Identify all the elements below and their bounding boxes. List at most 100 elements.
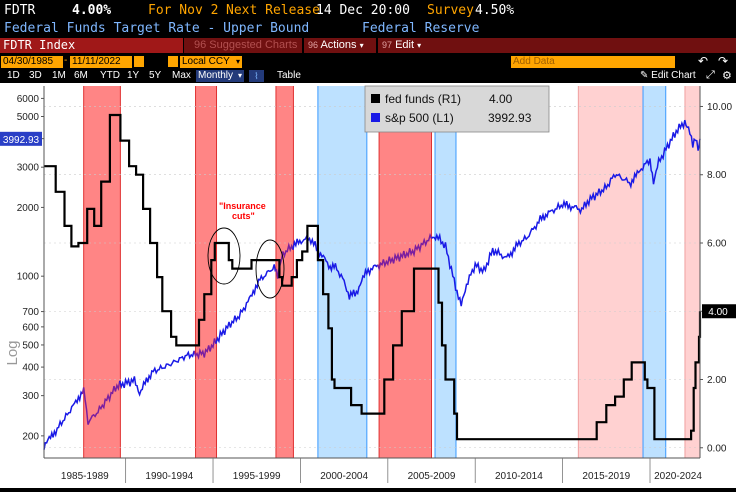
- currency-label: Local CCY: [182, 56, 230, 67]
- ticker: FDTR: [4, 3, 36, 18]
- legend-label: s&p 500 (L1): [385, 111, 454, 125]
- edit-label: Edit: [395, 39, 415, 51]
- x-period-label: 2005-2009: [408, 471, 456, 482]
- series-source: Federal Reserve: [362, 21, 480, 36]
- range-button-1m[interactable]: 1M: [52, 70, 66, 81]
- date-separator: -: [64, 55, 68, 66]
- right-last-value-text: 4.00: [708, 307, 728, 318]
- left-tick-label: 3000: [17, 163, 40, 174]
- for-date: For Nov 2: [148, 3, 219, 18]
- currency-select[interactable]: Local CCY ▾: [180, 56, 242, 68]
- sp500-series-line: [81, 380, 121, 425]
- chart-legend: [364, 85, 550, 133]
- range-button-max[interactable]: Max: [172, 70, 191, 81]
- range-button-6m[interactable]: 6M: [74, 70, 88, 81]
- series-description: Federal Funds Target Rate - Upper Bound: [4, 21, 310, 36]
- recession-band: [83, 86, 121, 458]
- recession-band: [275, 86, 294, 458]
- legend-label: fed funds (R1): [385, 92, 461, 106]
- description-bar: Federal Funds Target Rate - Upper Bound …: [0, 20, 736, 37]
- pencil-icon: ✎: [640, 70, 649, 81]
- right-tick-label: 8.00: [707, 170, 727, 181]
- left-tick-label: 700: [22, 307, 39, 318]
- left-tick-label: 2000: [17, 203, 40, 214]
- sp500-series-line: [193, 338, 217, 361]
- actions-number: 96: [308, 40, 319, 50]
- survey-label: Survey: [427, 3, 474, 18]
- undo-icon[interactable]: ↶: [698, 54, 709, 68]
- sp500-series-line: [119, 350, 195, 397]
- suggested-charts-button[interactable]: 96 Suggested Charts: [184, 38, 302, 53]
- date-controls: 04/30/1985 - 11/11/2022 Local CCY ▾ Add …: [0, 54, 736, 69]
- right-tick-label: 0.00: [707, 443, 727, 454]
- annotation-line: "Insurance: [219, 201, 266, 211]
- calendar-icon[interactable]: [168, 56, 178, 67]
- x-period-label: 1995-1999: [233, 471, 281, 482]
- expand-icon[interactable]: ⤢: [706, 69, 715, 81]
- chevron-down-icon: ▾: [235, 57, 240, 66]
- security-field[interactable]: FDTR Index: [0, 38, 183, 53]
- easing-band: [317, 86, 367, 458]
- sp500-series-line: [215, 264, 277, 344]
- command-bar: FDTR Index 96 Suggested Charts 96 Action…: [0, 37, 736, 54]
- right-tick-label: 10.00: [707, 102, 732, 113]
- sp500-series-line: [274, 242, 294, 279]
- right-tick-label: 6.00: [707, 238, 727, 249]
- x-period-label: 1990-1994: [145, 471, 193, 482]
- range-button-3d[interactable]: 3D: [29, 70, 42, 81]
- insurance-cut-ellipse: [207, 227, 241, 285]
- frequency-label: Monthly: [198, 70, 234, 81]
- chart-type-button[interactable]: ⌇: [249, 70, 264, 82]
- redo-icon[interactable]: ↷: [718, 54, 729, 68]
- insurance-cut-ellipse: [255, 239, 285, 299]
- end-date-input[interactable]: 11/11/2022: [70, 56, 132, 68]
- line-chart-icon: ⌇: [254, 71, 259, 81]
- sp500-series-line: [43, 390, 83, 450]
- calendar-icon[interactable]: [134, 56, 144, 67]
- x-period-label: 2000-2004: [320, 471, 368, 482]
- legend-swatch: [371, 113, 380, 122]
- table-button[interactable]: Table: [277, 70, 301, 81]
- sp500-series-line: [376, 232, 433, 272]
- chevron-down-icon: ▾: [417, 41, 422, 50]
- frequency-select[interactable]: Monthly ▾: [196, 70, 244, 82]
- actions-menu[interactable]: 96 Actions ▾: [304, 38, 376, 53]
- fed-funds-series-line: [44, 113, 702, 441]
- right-tick-label: 2.00: [707, 375, 727, 386]
- right-last-value-tag: [702, 304, 736, 319]
- start-date-input[interactable]: 04/30/1985: [1, 56, 63, 68]
- edit-menu[interactable]: 97 Edit ▾: [378, 38, 736, 53]
- next-release-label: Next Release: [226, 3, 320, 18]
- left-tick-label: 1000: [17, 272, 40, 283]
- sp500-series-line: [431, 119, 701, 307]
- range-button-5y[interactable]: 5Y: [149, 70, 162, 81]
- range-button-ytd[interactable]: YTD: [100, 70, 120, 81]
- left-axis-title: Log: [4, 340, 21, 365]
- x-period-label: 2015-2019: [582, 471, 630, 482]
- rate-value: 4.00%: [72, 3, 112, 18]
- recession-band: [195, 86, 217, 458]
- x-period-label: 1985-1989: [61, 471, 109, 482]
- settings-icon[interactable]: ⚙: [722, 70, 732, 82]
- edit-chart-label: Edit Chart: [651, 70, 696, 81]
- headline-bar: FDTR 4.00% For Nov 2 Next Release 14 Dec…: [0, 0, 736, 20]
- add-data-input[interactable]: Add Data: [511, 56, 675, 68]
- legend-value: 4.00: [489, 92, 513, 106]
- left-tick-label: 200: [22, 431, 39, 442]
- left-last-value-text: 3992.93: [3, 135, 40, 146]
- edit-number: 97: [382, 40, 393, 50]
- hike-cycle-band: [578, 86, 644, 458]
- left-tick-label: 400: [22, 363, 39, 374]
- easing-band: [435, 86, 456, 458]
- left-tick-label: 600: [22, 322, 39, 333]
- range-button-1y[interactable]: 1Y: [127, 70, 140, 81]
- range-button-1d[interactable]: 1D: [7, 70, 20, 81]
- left-last-value-tag: [0, 131, 42, 146]
- edit-chart-button[interactable]: ✎ Edit Chart: [640, 70, 696, 81]
- insurance-cuts-annotation: "Insurance cuts": [219, 201, 266, 221]
- chart-toolbar: 1D 3D 1M 6M YTD 1Y 5Y Max Monthly ▾ ⌇ Table ✎ E…: [0, 69, 736, 83]
- chevron-down-icon: ▾: [237, 71, 242, 80]
- left-tick-label: 500: [22, 340, 39, 351]
- next-release-date: 14 Dec 20:00: [316, 3, 410, 18]
